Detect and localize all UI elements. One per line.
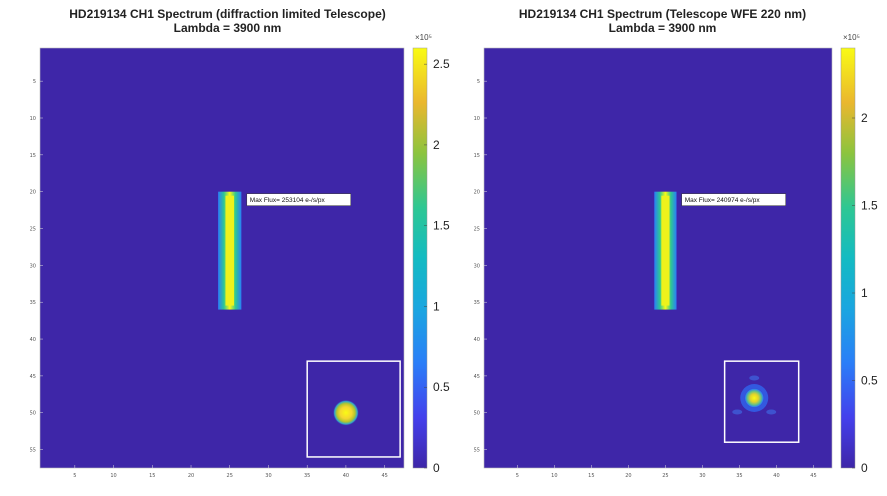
left-axes-frame	[39, 47, 405, 469]
left-xtick-25: 25	[227, 473, 233, 479]
right-cb-tick-0.5: 0.5	[861, 374, 878, 388]
left-ytick-50: 50	[30, 411, 36, 417]
right-xtick-25: 25	[662, 473, 668, 479]
left-ytick-25: 25	[30, 227, 36, 233]
right-max-flux-label: Max Flux= 240974 e-/s/px	[685, 197, 761, 204]
left-cb-exponent: ×10⁵	[415, 33, 432, 42]
left-max-flux-label: Max Flux= 253104 e-/s/px	[250, 197, 326, 204]
right-ytick-40: 40	[474, 337, 480, 343]
right-spectrum-core	[661, 195, 670, 306]
right-xtick-35: 35	[736, 473, 742, 479]
right-cb-tick-1: 1	[861, 286, 868, 300]
left-ytick-40: 40	[30, 337, 36, 343]
right-xtick-15: 15	[588, 473, 594, 479]
right-cb-tick-2: 2	[861, 111, 868, 125]
right-ytick-55: 55	[474, 448, 480, 454]
left-xtick-35: 35	[304, 473, 310, 479]
left-spectrum-trace	[218, 191, 242, 310]
left-ytick-45: 45	[30, 374, 36, 380]
right-colorbar	[840, 47, 856, 469]
left-xtick-40: 40	[343, 473, 349, 479]
left-xtick-30: 30	[265, 473, 271, 479]
left-ytick-5: 5	[33, 79, 36, 85]
left-ytick-20: 20	[30, 190, 36, 196]
right-chart-title: HD219134 CH1 Spectrum (Telescope WFE 220…	[440, 7, 885, 35]
right-psf-sidelobe-1	[749, 375, 760, 381]
right-xtick-20: 20	[625, 473, 631, 479]
right-psf-sidelobe-2	[732, 409, 743, 415]
left-psf-inset-box	[306, 360, 401, 458]
left-max-flux-box	[246, 193, 352, 206]
right-ytick-35: 35	[474, 300, 480, 306]
left-cb-tick-0: 0	[433, 461, 440, 475]
left-ytick-55: 55	[30, 448, 36, 454]
left-cb-tick-0.5: 0.5	[433, 380, 450, 394]
left-xtick-45: 45	[381, 473, 387, 479]
left-cb-tick-2.5: 2.5	[433, 57, 450, 71]
right-ytick-50: 50	[474, 411, 480, 417]
right-ytick-5: 5	[477, 79, 480, 85]
left-cb-tick-1: 1	[433, 299, 440, 313]
right-psf-inset-box	[723, 360, 800, 443]
right-xtick-40: 40	[773, 473, 779, 479]
left-xtick-15: 15	[149, 473, 155, 479]
right-cb-tick-1.5: 1.5	[861, 199, 878, 213]
left-xtick-10: 10	[110, 473, 116, 479]
left-ytick-30: 30	[30, 263, 36, 269]
right-xtick-30: 30	[699, 473, 705, 479]
right-ytick-15: 15	[474, 153, 480, 159]
left-ytick-10: 10	[30, 116, 36, 122]
left-colorbar	[412, 47, 428, 469]
right-psf-sidelobe-3	[766, 409, 777, 415]
left-xtick-20: 20	[188, 473, 194, 479]
right-psf-core	[744, 388, 765, 408]
right-xtick-45: 45	[810, 473, 816, 479]
right-ytick-10: 10	[474, 116, 480, 122]
right-ytick-30: 30	[474, 263, 480, 269]
left-ytick-15: 15	[30, 153, 36, 159]
left-psf-core	[332, 399, 359, 426]
right-axes-frame	[483, 47, 833, 469]
right-title-line1: HD219134 CH1 Spectrum (Telescope WFE 220…	[518, 7, 807, 21]
right-spectrum-trace	[654, 191, 677, 310]
right-title-line2: Lambda = 3900 nm	[608, 21, 717, 35]
left-ytick-35: 35	[30, 300, 36, 306]
left-title-line2: Lambda = 3900 nm	[173, 21, 282, 35]
right-max-flux-box	[681, 193, 786, 206]
left-chart-title: HD219134 CH1 Spectrum (diffraction limit…	[0, 7, 455, 35]
left-title-line1: HD219134 CH1 Spectrum (diffraction limit…	[69, 7, 386, 21]
right-ytick-25: 25	[474, 227, 480, 233]
left-xtick-5: 5	[73, 473, 76, 479]
left-cb-tick-1.5: 1.5	[433, 219, 450, 233]
left-cb-tick-2: 2	[433, 138, 440, 152]
right-xtick-5: 5	[516, 473, 519, 479]
right-ytick-45: 45	[474, 374, 480, 380]
right-xtick-10: 10	[551, 473, 557, 479]
right-cb-exponent: ×10⁵	[843, 33, 860, 42]
right-cb-tick-0: 0	[861, 461, 868, 475]
right-ytick-20: 20	[474, 190, 480, 196]
left-spectrum-core	[225, 195, 235, 306]
